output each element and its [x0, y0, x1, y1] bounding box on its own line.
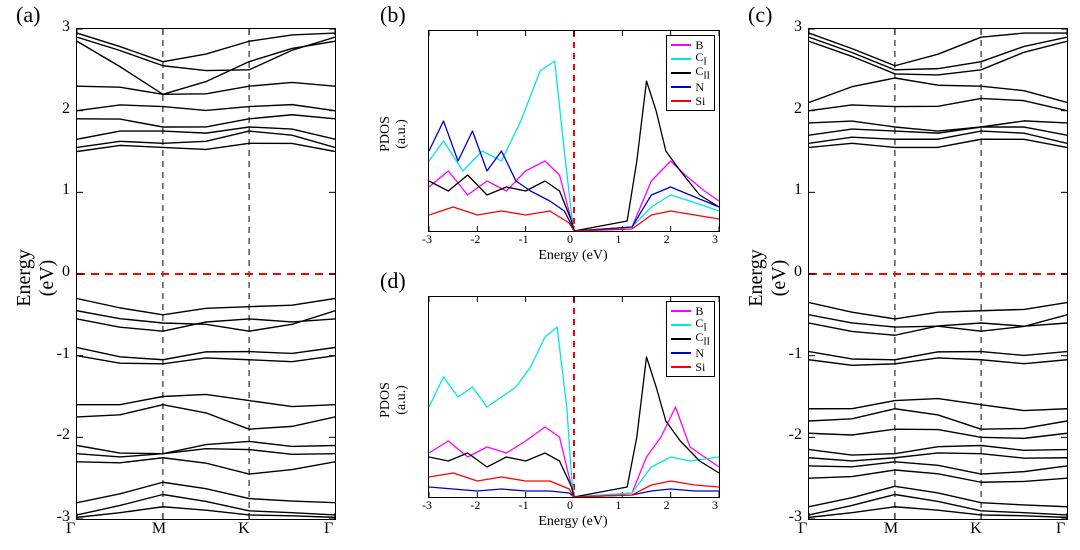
legend-item: CII: [671, 66, 710, 80]
legend-d: BCICIINSi: [666, 301, 715, 377]
pdos-plot-b: BCICIINSi: [428, 30, 720, 232]
band-plot-c: [808, 28, 1068, 520]
legend-item: N: [671, 80, 710, 94]
panel-label-c: (c): [748, 2, 772, 28]
legend-item: Si: [671, 360, 710, 374]
band-plot-a: [76, 28, 336, 520]
panel-label-b: (b): [380, 2, 406, 28]
panel-label-d: (d): [380, 268, 406, 294]
xlabel-b: Energy (eV): [428, 248, 718, 264]
legend-item: CII: [671, 332, 710, 346]
legend-b: BCICIINSi: [666, 35, 715, 111]
xlabel-d: Energy (eV): [428, 514, 718, 530]
pdos-plot-d: BCICIINSi: [428, 296, 720, 498]
legend-item: Si: [671, 94, 710, 108]
ylabel-b: PDOS (a.u.): [378, 114, 410, 154]
legend-item: N: [671, 346, 710, 360]
ylabel-d: PDOS (a.u.): [378, 380, 410, 420]
panel-label-a: (a): [16, 2, 40, 28]
